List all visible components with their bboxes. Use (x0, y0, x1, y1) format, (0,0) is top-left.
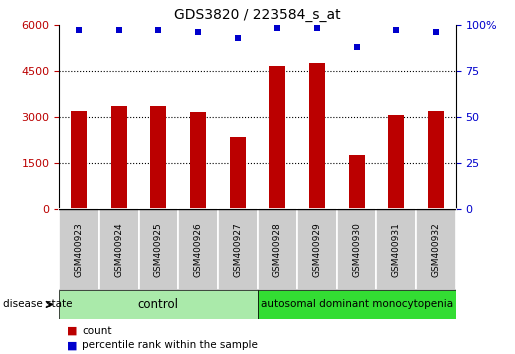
Point (154, 28, 162, 33)
Point (75, 28, 83, 33)
Bar (218, 209, 258, 290)
Text: percentile rank within the sample: percentile rank within the sample (82, 340, 259, 350)
Bar (71, 111, 87, 209)
Title: GDS3820 / 223584_s_at: GDS3820 / 223584_s_at (174, 8, 341, 22)
Bar (59, 290, 258, 319)
Text: ■: ■ (67, 340, 77, 350)
Point (313, 25, 321, 31)
Point (352, 44, 360, 50)
Text: GSM400925: GSM400925 (154, 222, 163, 277)
Bar (309, 63, 325, 209)
Bar (269, 66, 285, 209)
Bar (376, 209, 416, 290)
Text: GSM400927: GSM400927 (233, 222, 242, 277)
Bar (190, 112, 206, 209)
Point (233, 35, 242, 40)
Point (392, 28, 401, 33)
Point (432, 29, 440, 35)
Bar (416, 209, 456, 290)
Text: control: control (138, 298, 179, 311)
Point (194, 29, 202, 35)
Text: GSM400932: GSM400932 (432, 222, 440, 277)
Text: GSM400929: GSM400929 (313, 222, 321, 277)
Bar (178, 209, 218, 290)
Text: autosomal dominant monocytopenia: autosomal dominant monocytopenia (261, 299, 453, 309)
Text: disease state: disease state (3, 299, 72, 309)
Bar (230, 137, 246, 209)
Bar (428, 111, 444, 209)
Bar (337, 209, 376, 290)
Text: GSM400928: GSM400928 (273, 222, 282, 277)
Text: GSM400930: GSM400930 (352, 222, 361, 277)
Bar (59, 209, 99, 290)
Bar (99, 209, 139, 290)
Text: GSM400924: GSM400924 (114, 222, 123, 277)
Text: GSM400926: GSM400926 (194, 222, 202, 277)
Point (114, 28, 123, 33)
Bar (258, 290, 456, 319)
Text: ■: ■ (67, 326, 77, 336)
Text: count: count (82, 326, 112, 336)
Bar (111, 106, 127, 209)
Bar (139, 209, 178, 290)
Bar (150, 106, 166, 209)
Bar (388, 115, 404, 209)
Bar (349, 155, 365, 209)
Bar (297, 209, 337, 290)
Text: GSM400931: GSM400931 (392, 222, 401, 277)
Text: GSM400923: GSM400923 (75, 222, 83, 277)
Point (273, 25, 281, 31)
Bar (258, 209, 297, 290)
